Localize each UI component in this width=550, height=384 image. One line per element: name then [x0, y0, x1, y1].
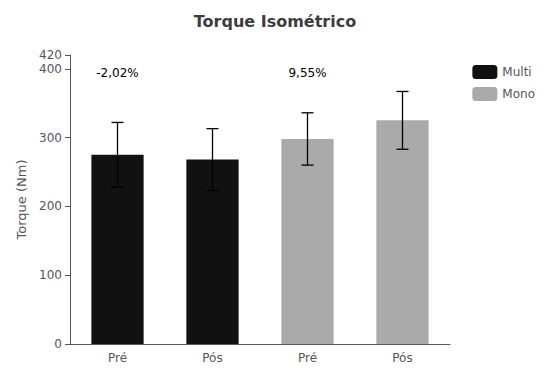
svg-text:Pré: Pré [298, 351, 317, 365]
svg-text:9,55%: 9,55% [288, 66, 326, 80]
svg-text:Multi: Multi [502, 65, 531, 79]
svg-text:Pré: Pré [108, 351, 127, 365]
svg-text:Torque (Nm): Torque (Nm) [14, 160, 29, 241]
svg-text:420: 420 [39, 48, 62, 62]
svg-text:400: 400 [39, 62, 62, 76]
svg-text:Pós: Pós [392, 351, 412, 365]
svg-text:100: 100 [39, 268, 62, 282]
svg-text:-2,02%: -2,02% [96, 66, 138, 80]
svg-text:Mono: Mono [502, 87, 535, 101]
svg-text:Pós: Pós [202, 351, 222, 365]
svg-text:Torque Isométrico: Torque Isométrico [194, 12, 356, 31]
svg-text:300: 300 [39, 131, 62, 145]
svg-text:0: 0 [54, 337, 62, 351]
svg-text:200: 200 [39, 199, 62, 213]
